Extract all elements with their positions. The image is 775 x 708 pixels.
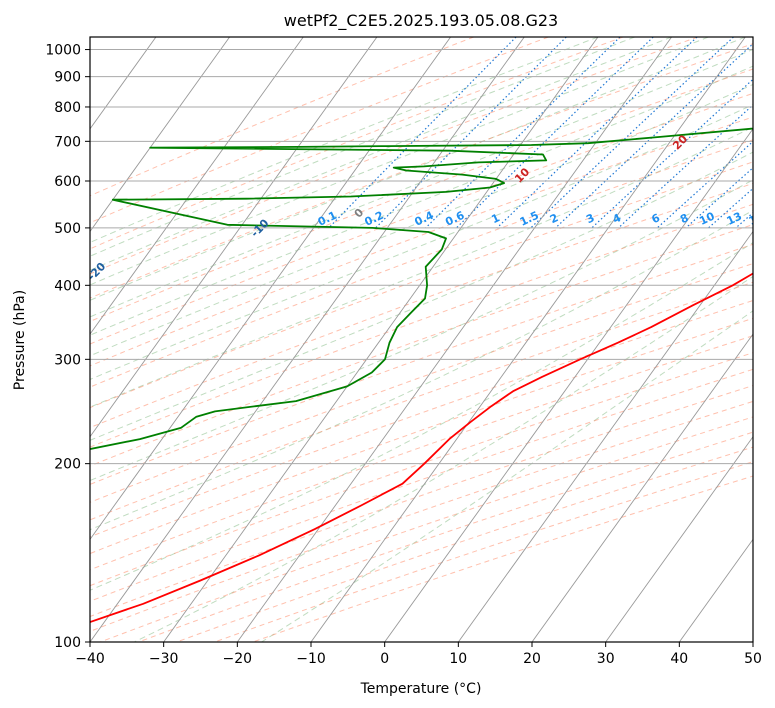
isotherm-line	[236, 37, 672, 642]
isotherm-line	[163, 37, 599, 642]
dry-adiabat	[90, 37, 624, 250]
dry-adiabat	[90, 43, 753, 299]
dry-adiabat	[90, 385, 753, 618]
y-tick-label: 600	[54, 174, 81, 190]
x-tick-label: −20	[223, 651, 253, 667]
x-tick-label: −10	[296, 651, 326, 667]
x-tick-label: −30	[149, 651, 179, 667]
plot-frame	[89, 36, 754, 643]
dry-adiabat	[90, 281, 753, 521]
x-tick-label: −40	[75, 651, 105, 667]
isotherm-line	[90, 37, 525, 642]
mixing-ratio-label: 16	[747, 209, 767, 227]
dry-adiabat	[100, 416, 753, 642]
moist-adiabat	[90, 37, 635, 257]
isotherm-line	[457, 230, 753, 642]
isotherm-line	[310, 37, 746, 642]
y-tick-label: 900	[54, 70, 81, 86]
x-tick-label: 10	[449, 651, 467, 667]
x-tick-label: 40	[670, 651, 688, 667]
isotherm-grid	[90, 37, 753, 642]
isotherm-line	[90, 37, 304, 335]
moist-adiabat	[90, 83, 753, 357]
x-tick-label: 50	[744, 651, 762, 667]
chart-title: wetPf2_C2E5.2025.193.05.08.G23	[284, 11, 558, 31]
y-tick-label: 800	[54, 100, 81, 116]
y-axis-ticks: 100 200 300 400 500 600 700 800 900 1000	[45, 43, 90, 651]
y-tick-label: 100	[54, 635, 81, 651]
plot-area	[90, 37, 753, 642]
dry-adiabat	[90, 317, 753, 555]
dry-adiabat	[90, 368, 753, 602]
moist-adiabat	[90, 126, 753, 408]
moist-adiabat	[90, 48, 753, 318]
dry-adiabat	[90, 335, 753, 571]
mixing-ratio-label: 13	[725, 210, 744, 228]
moist-adiabat	[90, 37, 672, 271]
dry-adiabat	[90, 116, 753, 367]
isotherm-line	[605, 435, 753, 642]
isotherm-line	[90, 37, 230, 233]
y-tick-label: 300	[54, 352, 81, 368]
mixing-ratio-line	[328, 37, 517, 229]
x-tick-label: 20	[523, 651, 541, 667]
dry-adiabats	[90, 37, 753, 642]
mixing-ratio-line	[617, 104, 753, 229]
dry-adiabat	[176, 446, 753, 642]
y-tick-label: 700	[54, 134, 81, 150]
mixing-ratio-label: 10	[697, 209, 717, 227]
dry-adiabat	[90, 92, 753, 345]
dry-adiabat	[90, 37, 698, 275]
mixing-ratio-line	[555, 42, 753, 229]
y-tick-label: 400	[54, 278, 81, 294]
isotherm-line	[531, 333, 753, 642]
isobar-grid	[90, 49, 753, 642]
moist-adiabat	[90, 151, 753, 441]
dry-adiabat	[90, 182, 753, 429]
dry-adiabat	[90, 203, 753, 448]
isotherm-line	[384, 128, 753, 642]
isotherm-line	[678, 538, 753, 642]
moist-adiabat	[90, 179, 753, 482]
moist-adiabat	[90, 37, 709, 286]
dewpoint-trace	[90, 127, 753, 450]
y-tick-label: 200	[54, 457, 81, 473]
y-tick-label: 500	[54, 221, 81, 237]
x-tick-label: 30	[597, 651, 615, 667]
isotherm-line	[90, 37, 451, 541]
isotherm-line	[90, 37, 378, 438]
y-tick-label: 1000	[45, 43, 81, 59]
sounding-traces	[90, 127, 753, 623]
temperature-trace	[90, 272, 753, 623]
dry-adiabat	[252, 475, 753, 642]
x-tick-label: 0	[380, 651, 389, 667]
moist-adiabat	[261, 310, 753, 642]
x-axis-label: Temperature (°C)	[360, 681, 482, 697]
x-axis-ticks: −40 −30 −20 −10 0 10 20 30 40 50	[75, 642, 762, 667]
moist-adiabat	[90, 104, 753, 381]
y-axis-label: Pressure (hPa)	[12, 290, 28, 390]
mixing-ratio-line	[591, 78, 753, 229]
